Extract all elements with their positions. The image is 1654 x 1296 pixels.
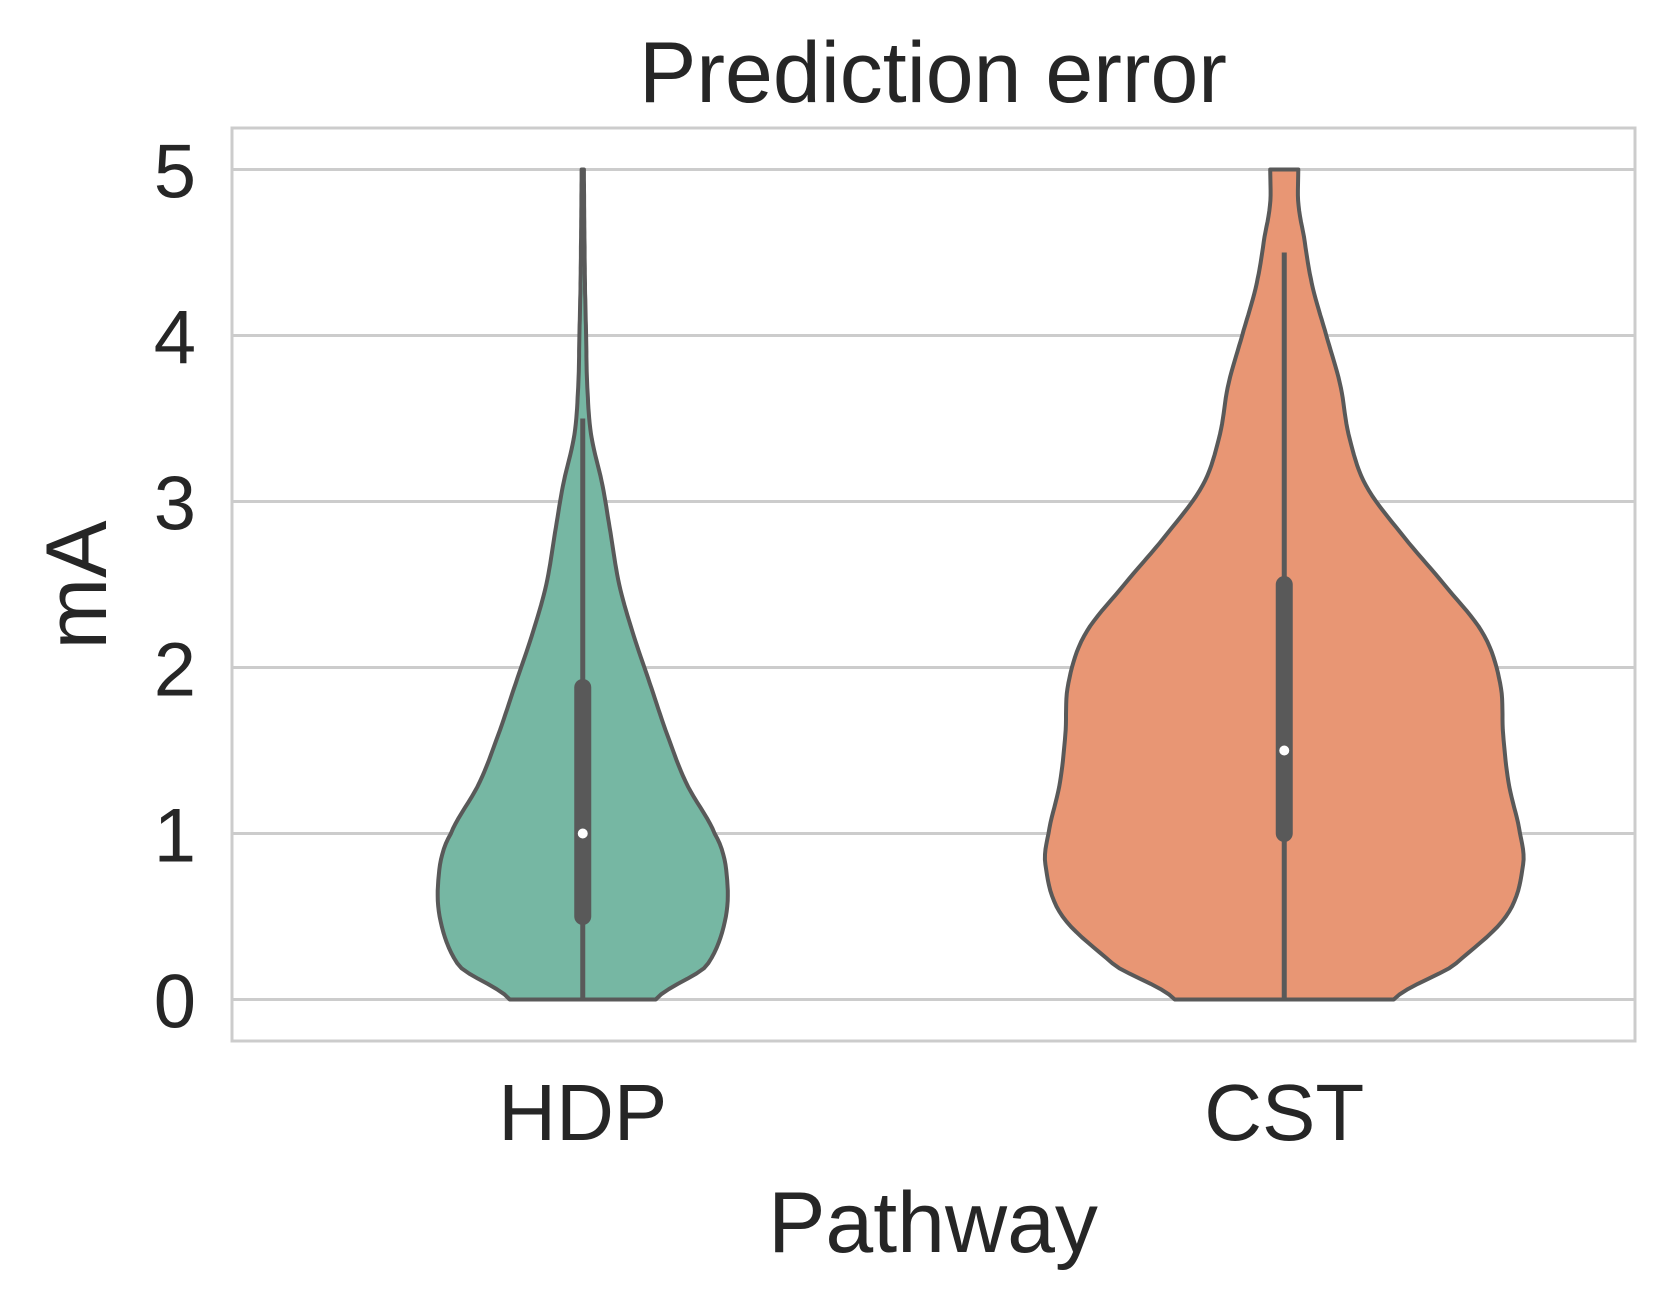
y-tick-label-5: 5	[154, 130, 196, 215]
violin-cst	[1042, 167, 1526, 1002]
x-tick-labels: HDP CST	[498, 1068, 1364, 1157]
y-tick-label-1: 1	[154, 794, 196, 879]
median-marker-cst	[1279, 745, 1290, 756]
plot-frame	[230, 126, 1637, 1043]
x-tick-label-cst: CST	[1204, 1068, 1364, 1157]
y-axis-label: mA	[29, 520, 125, 650]
chart-title: Prediction error	[639, 25, 1227, 121]
x-tick-label-hdp: HDP	[498, 1068, 667, 1157]
x-axis-label: Pathway	[768, 1175, 1098, 1271]
median-marker-hdp	[577, 828, 588, 839]
violin-hdp	[435, 167, 730, 1002]
y-tick-label-4: 4	[154, 296, 196, 381]
y-tick-labels: 0 1 2 3 4 5	[154, 130, 196, 1045]
violins	[435, 167, 1526, 1002]
y-tick-label-3: 3	[154, 462, 196, 547]
y-tick-label-0: 0	[154, 960, 196, 1045]
y-tick-label-2: 2	[154, 628, 196, 713]
